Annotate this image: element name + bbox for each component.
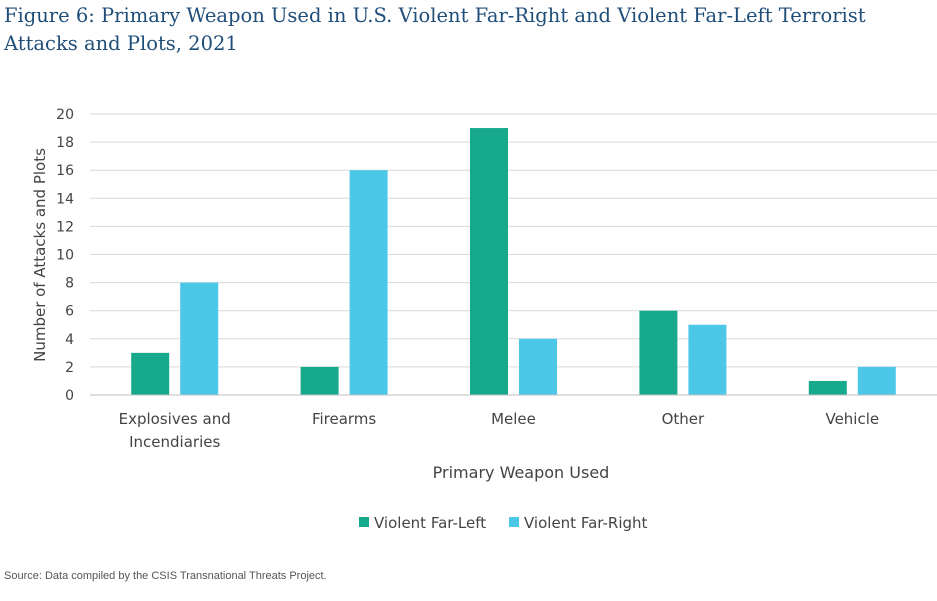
source-note: Source: Data compiled by the CSIS Transn… — [4, 570, 327, 582]
x-tick-label: Explosives and — [119, 410, 231, 428]
chart-title: Figure 6: Primary Weapon Used in U.S. Vi… — [4, 4, 866, 55]
gridlines — [90, 113, 937, 368]
y-tick-label: 12 — [56, 219, 74, 235]
x-axis-label: Primary Weapon Used — [433, 463, 610, 482]
bar-far-left — [639, 310, 678, 395]
bar-far-right — [519, 338, 557, 395]
x-axis-ticks: Explosives and Incendiaries Firearms Melee O… — [119, 410, 879, 451]
x-tick-label: Vehicle — [825, 410, 879, 428]
y-tick-label: 0 — [65, 388, 74, 404]
y-tick-label: 8 — [65, 276, 74, 292]
bar-far-right — [688, 324, 727, 395]
x-tick-label: Firearms — [312, 410, 376, 428]
legend: Violent Far-Left Violent Far-Right — [359, 514, 648, 532]
legend-label: Violent Far-Right — [524, 514, 648, 532]
y-tick-label: 20 — [56, 107, 74, 123]
legend-swatch — [509, 517, 519, 527]
x-tick-label: Melee — [491, 410, 536, 428]
bar-far-right — [349, 170, 388, 395]
y-tick-label: 10 — [56, 248, 74, 264]
y-tick-label: 4 — [65, 332, 74, 348]
bar-far-left — [470, 128, 508, 396]
bar-far-left — [808, 380, 847, 395]
legend-label: Violent Far-Left — [374, 514, 486, 532]
y-tick-label: 2 — [65, 360, 74, 376]
y-axis-label: Number of Attacks and Plots — [31, 148, 49, 362]
legend-swatch — [359, 517, 369, 527]
x-tick-label: Other — [662, 410, 705, 428]
x-tick-label: Incendiaries — [129, 433, 220, 451]
bar-far-left — [300, 366, 339, 395]
y-tick-label: 16 — [56, 163, 74, 179]
bars — [131, 128, 896, 396]
y-axis-ticks: 0 2 4 6 8 10 12 14 16 18 20 — [56, 107, 74, 404]
bar-far-right — [857, 366, 896, 395]
y-tick-label: 6 — [65, 304, 74, 320]
bar-far-left — [131, 352, 170, 395]
y-tick-label: 14 — [56, 191, 74, 207]
bar-far-right — [180, 282, 219, 395]
y-tick-label: 18 — [56, 135, 74, 151]
